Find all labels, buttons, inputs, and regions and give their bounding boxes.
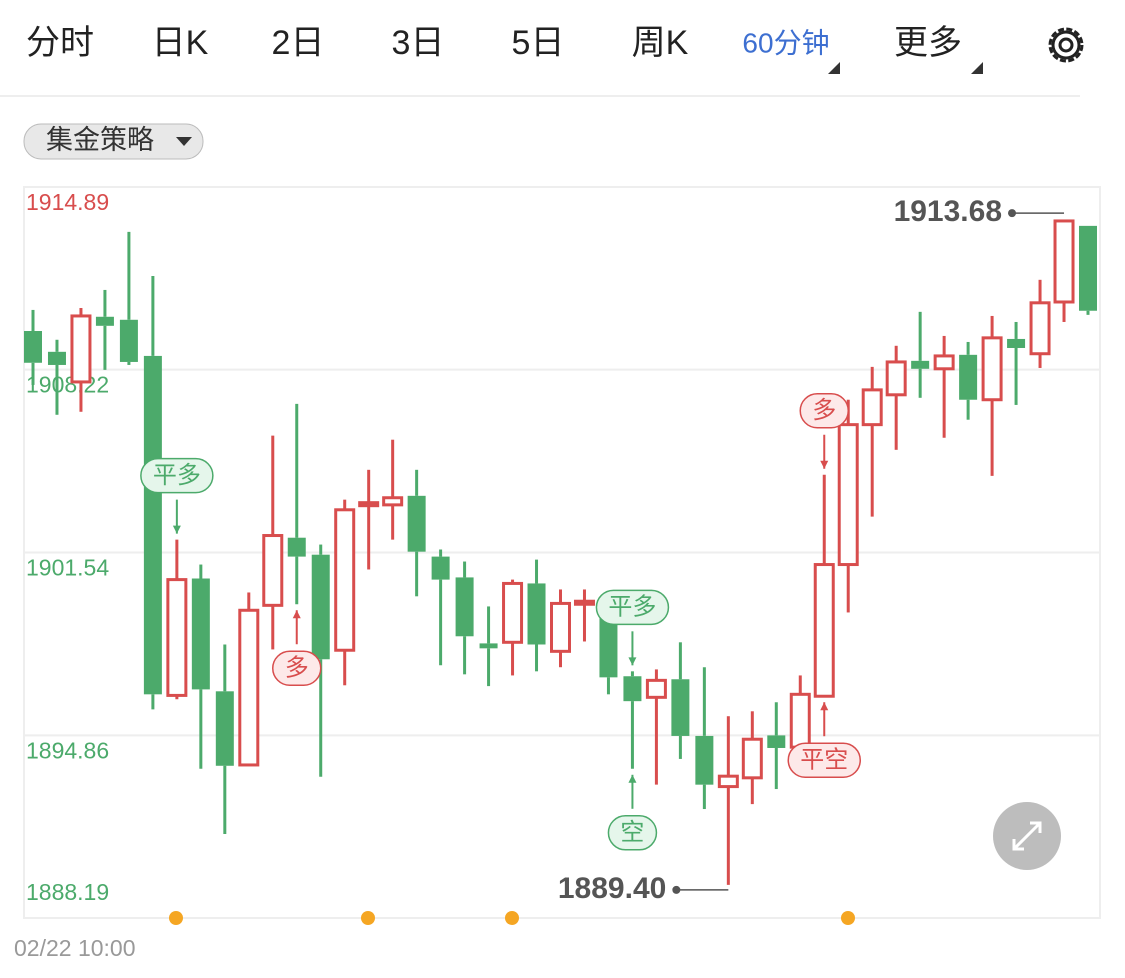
candle-body bbox=[70, 314, 92, 384]
candle-body bbox=[47, 351, 66, 365]
candle-body bbox=[334, 508, 356, 652]
candle-body bbox=[358, 501, 380, 508]
marker-label: 平空 bbox=[800, 747, 848, 774]
settings-icon[interactable] bbox=[1048, 27, 1084, 63]
candle-body bbox=[1079, 225, 1097, 311]
tab[interactable]: 5日 bbox=[512, 24, 565, 62]
candle-body bbox=[1007, 338, 1026, 348]
marker-arrowhead bbox=[172, 525, 181, 534]
candle-body bbox=[837, 423, 859, 567]
y-tick-label: 1901.54 bbox=[26, 555, 109, 581]
candle-body bbox=[861, 388, 883, 427]
marker-pill bbox=[787, 742, 861, 778]
dropdown-corner bbox=[828, 62, 840, 74]
candle-body bbox=[238, 608, 260, 767]
marker-arrowhead bbox=[292, 610, 301, 619]
marker-label: 平多 bbox=[608, 594, 656, 621]
candle-body bbox=[767, 735, 786, 748]
candle-body bbox=[741, 737, 763, 780]
extreme-label: 1913.68 bbox=[894, 195, 1002, 228]
candle-body bbox=[95, 316, 114, 326]
candle-body bbox=[789, 692, 811, 749]
candle-body bbox=[24, 331, 42, 363]
candle-body bbox=[959, 354, 978, 400]
candle-body bbox=[455, 577, 474, 637]
expand-button[interactable] bbox=[993, 802, 1061, 870]
marker-pill bbox=[799, 392, 849, 429]
marker-arrowhead bbox=[628, 657, 637, 666]
strategy-button[interactable]: 集金策略 bbox=[23, 123, 204, 160]
candle-body bbox=[885, 360, 907, 397]
candle-body bbox=[311, 554, 330, 660]
candle-body bbox=[479, 643, 498, 649]
tab[interactable]: 2日 bbox=[272, 24, 325, 62]
extreme-dot bbox=[1008, 209, 1017, 218]
candle-body bbox=[431, 556, 450, 580]
dropdown-corner bbox=[971, 62, 983, 74]
marker-label: 多 bbox=[285, 655, 309, 682]
candle-body bbox=[1029, 301, 1051, 356]
candle-body bbox=[695, 735, 714, 785]
marker-pill bbox=[595, 589, 670, 626]
marker-label: 空 bbox=[620, 819, 644, 846]
tab[interactable]: 日K bbox=[152, 24, 209, 62]
candle-body bbox=[502, 581, 524, 644]
y-tick-label: 1888.19 bbox=[26, 879, 109, 905]
y-tick-label: 1908.22 bbox=[26, 372, 109, 398]
marker-label: 平多 bbox=[153, 462, 201, 489]
candle-body bbox=[933, 354, 955, 371]
candle-body bbox=[671, 679, 690, 736]
strategy-label: 集金策略 bbox=[46, 125, 154, 155]
extreme-dot bbox=[672, 885, 681, 894]
plot: 1914.89 1908.22 1901.54 1894.86 1888.19 1913.… bbox=[24, 186, 1100, 919]
candle-body bbox=[119, 319, 138, 362]
candle-body bbox=[623, 676, 642, 702]
candle-body bbox=[981, 336, 1003, 402]
tab[interactable]: 周K bbox=[632, 24, 689, 62]
marker-arrowhead bbox=[820, 460, 829, 469]
candle-body bbox=[382, 496, 404, 507]
candle-body bbox=[262, 534, 284, 607]
marker-pill bbox=[272, 650, 322, 686]
candle-body bbox=[717, 774, 739, 789]
x-tick-label: 02/22 10:00 bbox=[14, 935, 136, 961]
marker-pill bbox=[140, 457, 214, 494]
tab[interactable]: 分时 bbox=[26, 24, 94, 62]
session-dots bbox=[169, 911, 855, 925]
candle-body bbox=[407, 495, 426, 552]
candle-body bbox=[143, 355, 162, 695]
candle-body bbox=[527, 583, 546, 645]
candle-body bbox=[166, 578, 188, 697]
candle-body bbox=[813, 563, 835, 698]
marker-pill bbox=[607, 815, 658, 851]
candle-body bbox=[645, 678, 667, 699]
candle-body bbox=[1053, 219, 1075, 304]
candle-body bbox=[215, 691, 234, 766]
y-tick-label: 1894.86 bbox=[26, 737, 109, 763]
tab[interactable]: 3日 bbox=[392, 24, 445, 62]
marker-arrowhead bbox=[628, 774, 637, 783]
marker-label: 多 bbox=[812, 397, 836, 424]
tab[interactable]: 60分钟 bbox=[742, 27, 829, 58]
candle-body bbox=[191, 578, 210, 690]
candle-body bbox=[550, 601, 571, 653]
extreme-label: 1889.40 bbox=[558, 872, 666, 905]
marker-arrowhead bbox=[820, 702, 829, 711]
candle-body bbox=[573, 599, 595, 606]
tab[interactable]: 更多 bbox=[894, 24, 962, 62]
y-tick-label: 1914.89 bbox=[26, 189, 109, 215]
candle-body bbox=[911, 360, 930, 369]
candle-body bbox=[287, 537, 306, 557]
